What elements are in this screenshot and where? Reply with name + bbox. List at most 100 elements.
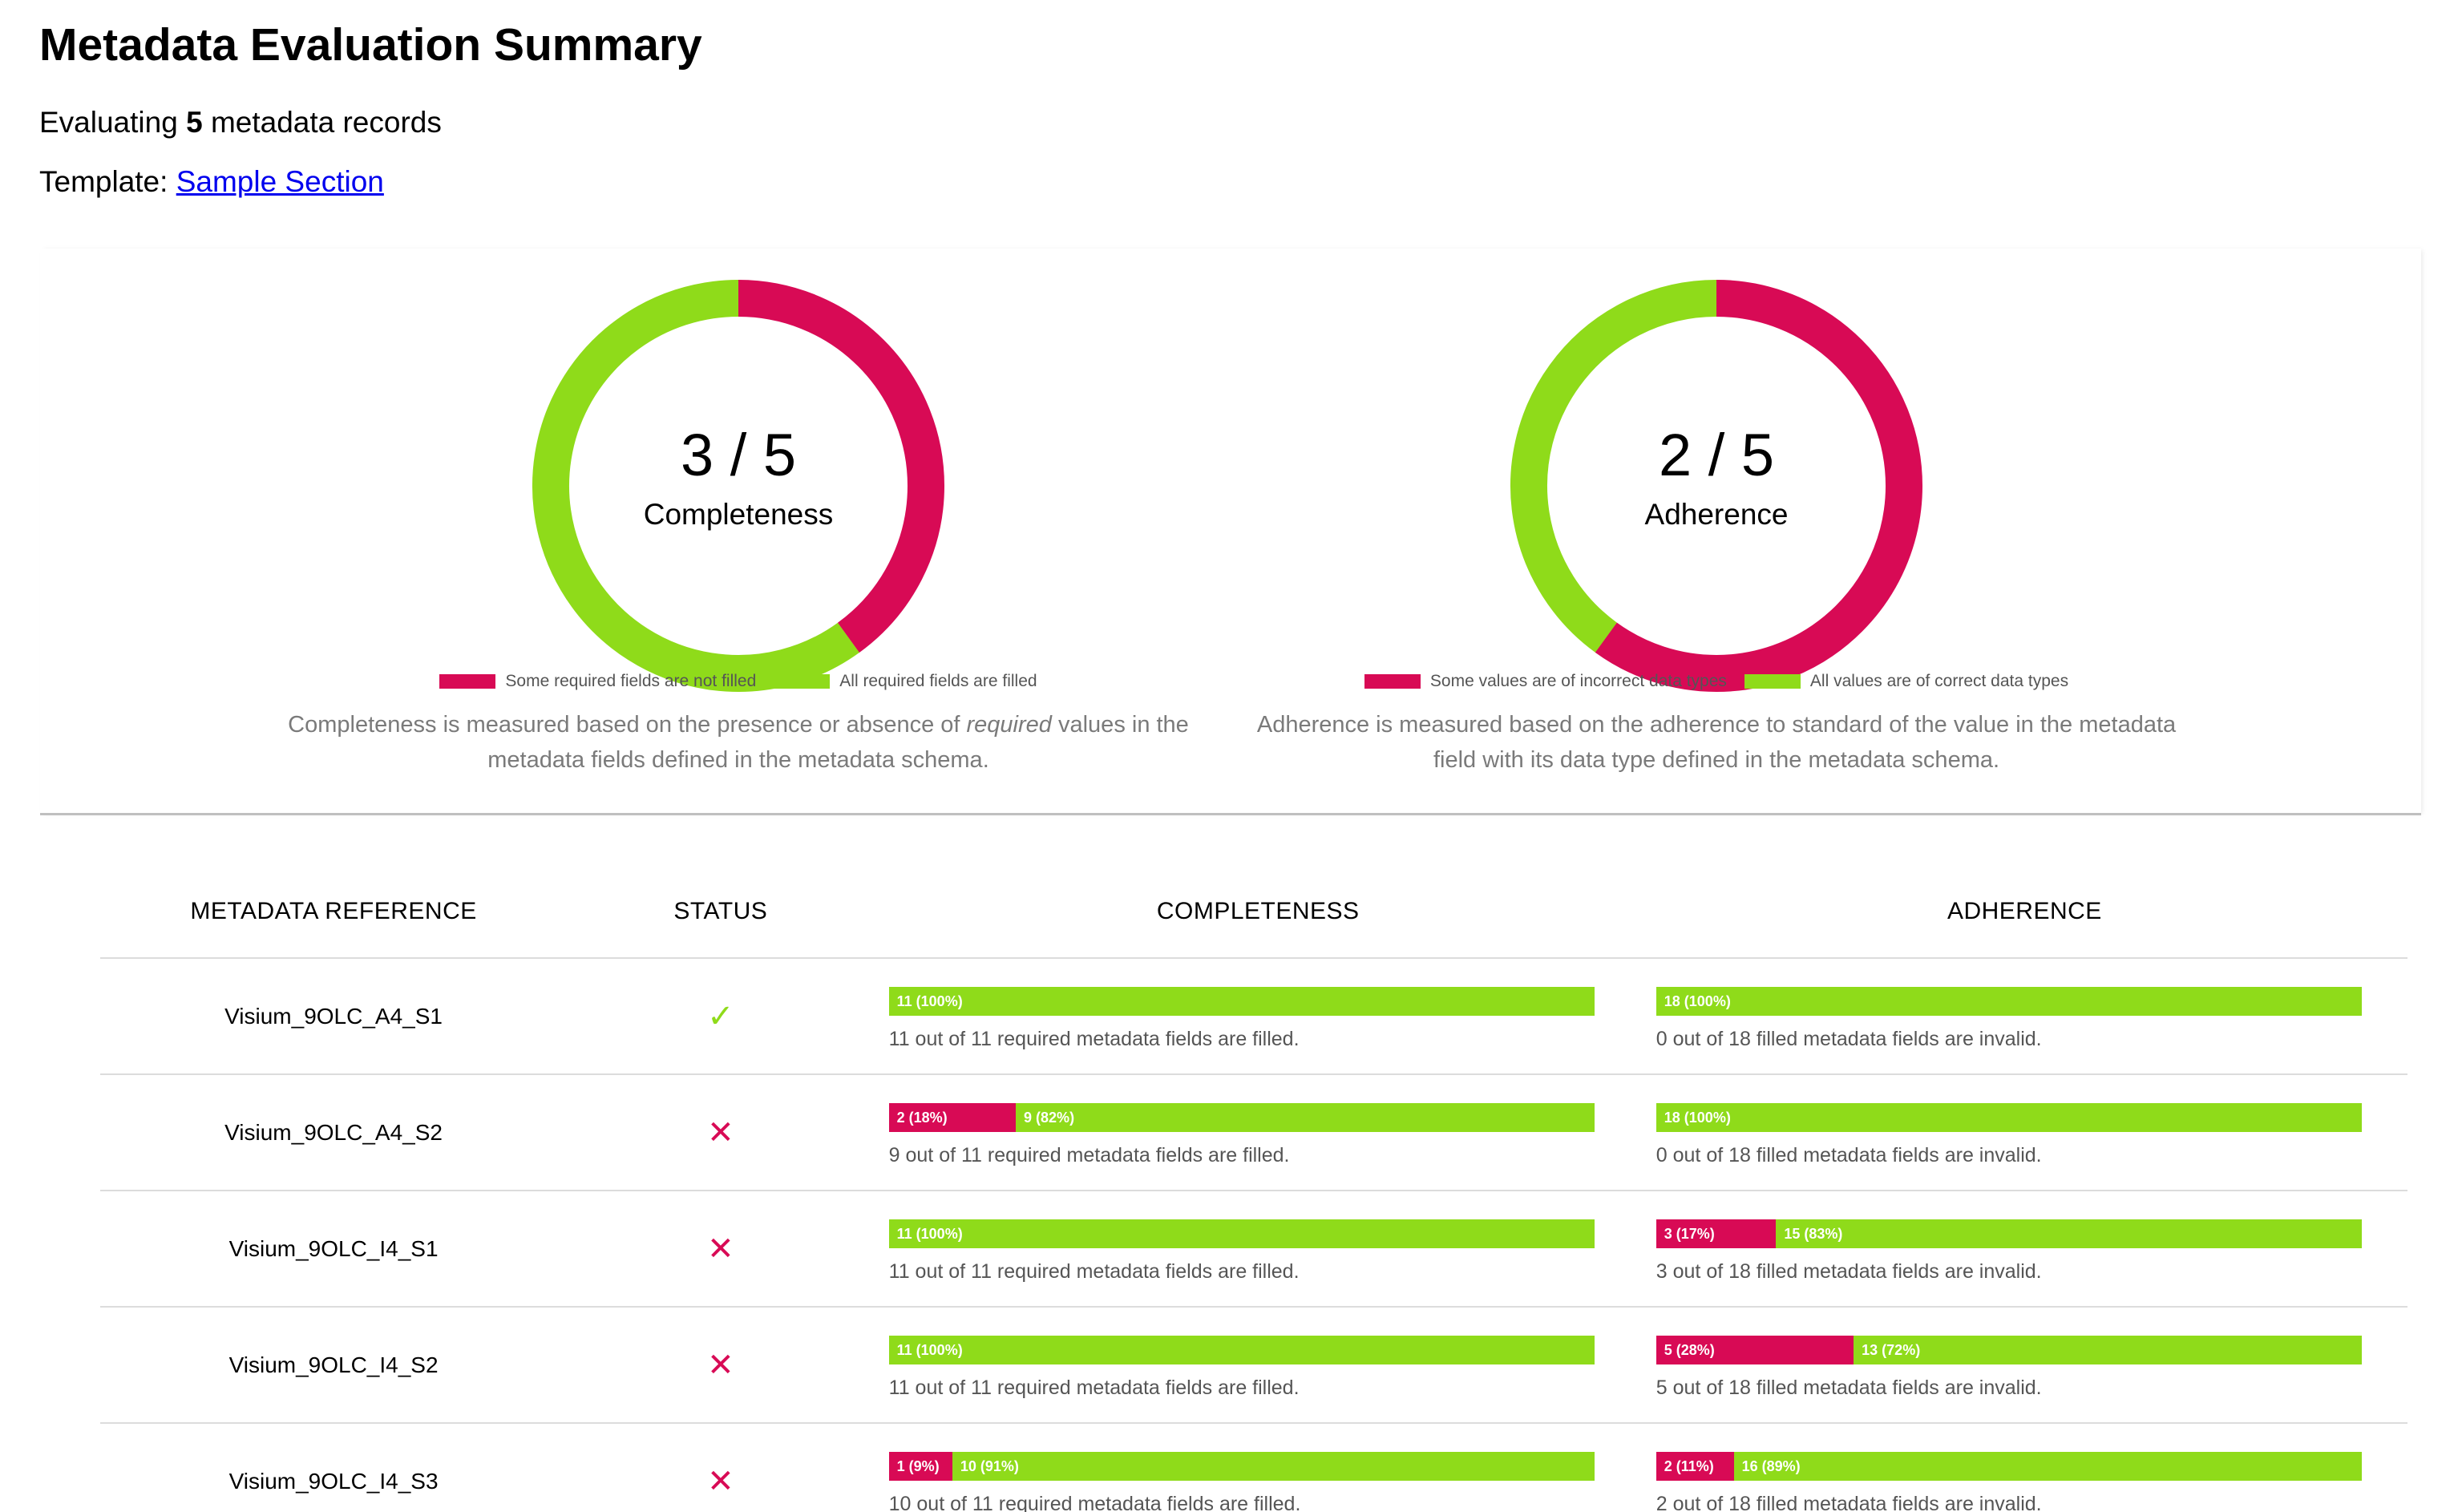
cross-icon: ✕ bbox=[707, 1347, 734, 1383]
column-header-status: STATUS bbox=[567, 866, 875, 959]
completeness-cell: 11 (100%) 11 out of 11 required metadata … bbox=[874, 958, 1642, 1075]
adherence-bar-valid: 15 (83%) bbox=[1776, 1219, 2362, 1248]
completeness-cell: 2 (18%) 9 (82%) 9 out of 11 required metad… bbox=[874, 1074, 1642, 1191]
completeness-bar: 2 (18%) 9 (82%) bbox=[888, 1102, 1595, 1132]
adherence-donut: 2 / 5 Adherence bbox=[1510, 279, 1923, 693]
check-icon: ✓ bbox=[707, 998, 734, 1034]
adherence-bar: 18 (100%) bbox=[1656, 986, 2362, 1016]
adherence-bar-invalid: 5 (28%) bbox=[1656, 1335, 1854, 1364]
completeness-bar: 1 (9%) 10 (91%) bbox=[888, 1451, 1595, 1481]
legend-item-complete: All required fields are filled bbox=[774, 672, 1037, 691]
adherence-bar-invalid: 2 (11%) bbox=[1656, 1451, 1734, 1481]
completeness-donut-chart bbox=[532, 280, 944, 692]
template-line: Template: Sample Section bbox=[39, 162, 702, 202]
completeness-desc-after: values in the metadata fields defined in… bbox=[487, 712, 1189, 773]
legend-swatch-good bbox=[774, 674, 831, 689]
table-header-row: METADATA REFERENCE STATUS COMPLETENESS A… bbox=[100, 866, 2407, 959]
completeness-bar-filled: 10 (91%) bbox=[952, 1451, 1595, 1481]
completeness-score: 3 / 5 bbox=[681, 422, 796, 488]
adherence-legend: Some values are of incorrect data types … bbox=[1251, 672, 2182, 691]
adherence-caption: 5 out of 18 filled metadata fields are i… bbox=[1656, 1376, 2042, 1399]
table-row: Visium_9OLC_I4_S3 ✕ 1 (9%) 10 (91%) 10 out o… bbox=[100, 1423, 2407, 1512]
legend-label: Some values are of incorrect data types bbox=[1429, 672, 1727, 690]
adherence-caption: 2 out of 18 filled metadata fields are i… bbox=[1656, 1492, 2042, 1512]
column-header-completeness: COMPLETENESS bbox=[874, 866, 1642, 959]
status-cell: ✕ bbox=[567, 1074, 875, 1191]
adherence-donut-chart bbox=[1510, 280, 1922, 692]
adherence-bar: 3 (17%) 15 (83%) bbox=[1656, 1219, 2362, 1248]
cross-icon: ✕ bbox=[707, 1114, 734, 1150]
table-row: Visium_9OLC_I4_S2 ✕ 11 (100%) 11 out of 11 … bbox=[100, 1307, 2407, 1424]
completeness-bar: 11 (100%) bbox=[888, 986, 1595, 1016]
summary-card: 3 / 5 Completeness Some required fields … bbox=[40, 249, 2421, 815]
status-cell: ✕ bbox=[567, 1307, 875, 1424]
status-cell: ✕ bbox=[567, 1423, 875, 1512]
adherence-cell: 3 (17%) 15 (83%) 3 out of 18 filled metada… bbox=[1641, 1191, 2407, 1308]
legend-swatch-good bbox=[1744, 674, 1801, 689]
status-cell: ✓ bbox=[567, 958, 875, 1075]
adherence-caption: 0 out of 18 filled metadata fields are i… bbox=[1656, 1143, 2042, 1166]
adherence-cell: 18 (100%) 0 out of 18 filled metadata fie… bbox=[1641, 958, 2407, 1075]
page-header: Metadata Evaluation Summary Evaluating 5… bbox=[39, 16, 702, 202]
metadata-reference: Visium_9OLC_I4_S2 bbox=[100, 1307, 568, 1424]
template-link[interactable]: Sample Section bbox=[176, 165, 384, 198]
completeness-cell: 1 (9%) 10 (91%) 10 out of 11 required meta… bbox=[874, 1423, 1642, 1512]
adherence-bar: 18 (100%) bbox=[1656, 1102, 2362, 1132]
metadata-reference: Visium_9OLC_I4_S3 bbox=[100, 1423, 568, 1512]
template-label: Template: bbox=[39, 165, 168, 198]
adherence-label: Adherence bbox=[1644, 498, 1789, 531]
completeness-caption: 10 out of 11 required metadata fields ar… bbox=[888, 1492, 1301, 1512]
completeness-caption: 11 out of 11 required metadata fields ar… bbox=[888, 1259, 1300, 1283]
cross-icon: ✕ bbox=[707, 1463, 734, 1499]
completeness-bar: 11 (100%) bbox=[888, 1219, 1595, 1248]
status-cell: ✕ bbox=[567, 1191, 875, 1308]
completeness-legend: Some required fields are not filled All … bbox=[273, 672, 1204, 691]
adherence-cell: 18 (100%) 0 out of 18 filled metadata fie… bbox=[1641, 1074, 2407, 1191]
metadata-reference: Visium_9OLC_A4_S2 bbox=[100, 1074, 568, 1191]
completeness-center: 3 / 5 Completeness bbox=[532, 279, 945, 693]
adherence-description: Adherence is measured based on the adher… bbox=[1256, 712, 2177, 773]
completeness-caption: 11 out of 11 required metadata fields ar… bbox=[888, 1376, 1300, 1399]
metadata-reference: Visium_9OLC_A4_S1 bbox=[100, 958, 568, 1075]
cross-icon: ✕ bbox=[707, 1231, 734, 1267]
adherence-bar-valid: 18 (100%) bbox=[1656, 1102, 2362, 1132]
adherence-score: 2 / 5 bbox=[1659, 422, 1774, 488]
completeness-caption: 9 out of 11 required metadata fields are… bbox=[888, 1143, 1290, 1166]
completeness-bar: 11 (100%) bbox=[888, 1335, 1595, 1364]
evaluating-prefix: Evaluating bbox=[39, 106, 178, 139]
table-row: Visium_9OLC_I4_S1 ✕ 11 (100%) 11 out of 11 … bbox=[100, 1191, 2407, 1308]
evaluating-suffix: metadata records bbox=[210, 106, 442, 139]
adherence-cell: 5 (28%) 13 (72%) 5 out of 18 filled metada… bbox=[1641, 1307, 2407, 1424]
completeness-desc-emphasis: required bbox=[966, 712, 1052, 738]
adherence-bar-valid: 16 (89%) bbox=[1733, 1451, 2362, 1481]
legend-item-incorrect-types: Some values are of incorrect data types bbox=[1364, 672, 1727, 691]
adherence-bar-valid: 13 (72%) bbox=[1854, 1335, 2362, 1364]
page-title: Metadata Evaluation Summary bbox=[39, 19, 702, 71]
record-count: 5 bbox=[186, 106, 203, 139]
adherence-cell: 2 (11%) 16 (89%) 2 out of 18 filled metada… bbox=[1641, 1423, 2407, 1512]
legend-swatch-bad bbox=[1364, 674, 1421, 689]
completeness-bar-filled: 11 (100%) bbox=[888, 1335, 1595, 1364]
completeness-bad-arc bbox=[532, 280, 944, 692]
completeness-bar-filled: 9 (82%) bbox=[1016, 1102, 1595, 1132]
table-row: Visium_9OLC_A4_S1 ✓ 11 (100%) 11 out of 11 … bbox=[100, 958, 2407, 1075]
legend-label: All required fields are filled bbox=[839, 672, 1037, 690]
adherence-bar-valid: 18 (100%) bbox=[1656, 986, 2362, 1016]
adherence-panel: 2 / 5 Adherence Some values are of incor… bbox=[1251, 279, 2213, 808]
completeness-donut: 3 / 5 Completeness bbox=[532, 279, 945, 693]
legend-item-incomplete: Some required fields are not filled bbox=[439, 672, 756, 691]
completeness-cell: 11 (100%) 11 out of 11 required metadata … bbox=[874, 1191, 1642, 1308]
completeness-desc-before: Completeness is measured based on the pr… bbox=[288, 712, 960, 738]
legend-label: All values are of correct data types bbox=[1809, 672, 2069, 690]
legend-item-correct-types: All values are of correct data types bbox=[1744, 672, 2068, 691]
adherence-bar-invalid: 3 (17%) bbox=[1656, 1219, 1777, 1248]
adherence-caption: 0 out of 18 filled metadata fields are i… bbox=[1656, 1027, 2042, 1050]
completeness-bar-filled: 11 (100%) bbox=[888, 1219, 1595, 1248]
column-header-adherence: ADHERENCE bbox=[1641, 866, 2407, 959]
adherence-bar: 5 (28%) 13 (72%) bbox=[1656, 1335, 2362, 1364]
completeness-label: Completeness bbox=[643, 498, 834, 531]
completeness-cell: 11 (100%) 11 out of 11 required metadata … bbox=[874, 1307, 1642, 1424]
completeness-panel: 3 / 5 Completeness Some required fields … bbox=[273, 279, 1235, 808]
adherence-center: 2 / 5 Adherence bbox=[1510, 279, 1923, 693]
